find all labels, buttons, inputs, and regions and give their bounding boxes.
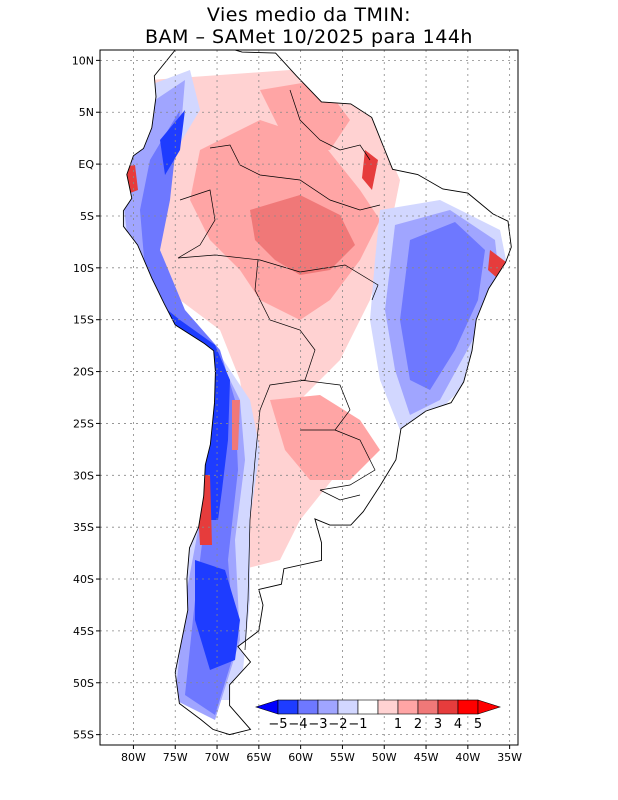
lat-tick-label: 10N bbox=[72, 54, 94, 67]
lat-tick-label: EQ bbox=[78, 158, 94, 171]
map-gridlines bbox=[100, 50, 518, 745]
colorbar-low-arrow bbox=[255, 699, 279, 715]
colorbar-label: 1 bbox=[394, 717, 402, 732]
lon-tick-label: 65W bbox=[246, 751, 271, 764]
lat-tick-label: 15S bbox=[73, 314, 94, 327]
lat-tick-label: 5N bbox=[79, 106, 94, 119]
colorbar-swatch bbox=[297, 699, 319, 715]
colorbar-swatch bbox=[277, 699, 299, 715]
colorbar-swatch bbox=[377, 699, 399, 715]
lon-tick-label: 70W bbox=[205, 751, 230, 764]
lat-tick-label: 5S bbox=[80, 210, 94, 223]
lat-tick-label: 50S bbox=[73, 677, 94, 690]
lat-tick-label: 40S bbox=[73, 573, 94, 586]
south-america-coastline bbox=[122, 50, 512, 736]
bias-area-andes-ridge-red bbox=[232, 400, 240, 450]
colorbar-swatch bbox=[457, 699, 479, 715]
bias-area-northeast-mid-blue bbox=[400, 222, 485, 390]
lat-tick-label: 30S bbox=[73, 469, 94, 482]
colorbar-label: −3 bbox=[308, 717, 327, 732]
lon-tick-label: 55W bbox=[330, 751, 355, 764]
lon-tick-label: 45W bbox=[414, 751, 439, 764]
colorbar-label: −4 bbox=[288, 717, 307, 732]
map-title-line1: Vies medio da TMIN: bbox=[206, 4, 412, 26]
lat-tick-label: 45S bbox=[73, 625, 94, 638]
bias-area-amazon-mid-red bbox=[250, 195, 355, 275]
lon-tick-label: 75W bbox=[163, 751, 188, 764]
colorbar-label: −5 bbox=[268, 717, 287, 732]
bias-area-colombia-strong-blue bbox=[160, 110, 185, 175]
colorbar-swatch bbox=[437, 699, 459, 715]
longitude-ticks: 80W 75W 70W 65W 60W 55W 50W 45W 40W 35W bbox=[121, 745, 522, 764]
colorbar-label: 2 bbox=[414, 717, 422, 732]
lat-tick-label: 20S bbox=[73, 366, 94, 379]
bias-area-guiana-coast-red bbox=[362, 150, 378, 190]
map-frame bbox=[99, 49, 519, 746]
lat-tick-label: 10S bbox=[73, 262, 94, 275]
lat-tick-label: 55S bbox=[73, 729, 94, 742]
lon-tick-label: 60W bbox=[288, 751, 313, 764]
colorbar-high-arrow bbox=[477, 699, 501, 715]
colorbar-swatch bbox=[397, 699, 419, 715]
colorbar-label: −1 bbox=[348, 717, 367, 732]
colorbar-label: 4 bbox=[454, 717, 462, 732]
latitude-ticks: 10N 5N EQ 5S 10S 15S 20S 25S 30S 35S 40S 45S 50S 55S bbox=[72, 54, 100, 742]
lat-tick-label: 25S bbox=[73, 417, 94, 430]
colorbar-label: −2 bbox=[328, 717, 347, 732]
bias-area-south-brazil-light-red bbox=[270, 395, 380, 480]
colorbar-swatch bbox=[317, 699, 339, 715]
lon-tick-label: 80W bbox=[121, 751, 146, 764]
lon-tick-label: 35W bbox=[497, 751, 522, 764]
colorbar-label: 3 bbox=[434, 717, 442, 732]
country-borders bbox=[177, 89, 381, 651]
colorbar-label: 5 bbox=[474, 717, 482, 732]
bias-area-andes-mid-blue bbox=[140, 110, 238, 715]
lat-tick-label: 35S bbox=[73, 521, 94, 534]
lon-tick-label: 40W bbox=[455, 751, 480, 764]
colorbar-swatch bbox=[337, 699, 359, 715]
colorbar-legend: −5 −4 −3 −2 −1 1 2 3 4 5 bbox=[255, 699, 501, 732]
lon-tick-label: 50W bbox=[372, 751, 397, 764]
colorbar-swatch bbox=[357, 699, 379, 715]
bias-area-patagonia-strong-blue bbox=[195, 560, 240, 670]
colorbar-swatch bbox=[417, 699, 439, 715]
map-title-line2: BAM – SAMet 10/2025 para 144h bbox=[145, 26, 473, 48]
